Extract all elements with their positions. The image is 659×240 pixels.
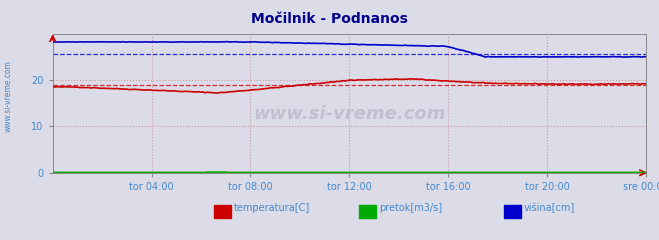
Text: višina[cm]: višina[cm] <box>524 202 575 213</box>
Text: www.si-vreme.com: www.si-vreme.com <box>3 60 13 132</box>
Text: pretok[m3/s]: pretok[m3/s] <box>379 203 442 213</box>
Text: temperatura[C]: temperatura[C] <box>234 203 310 213</box>
Text: Močilnik - Podnanos: Močilnik - Podnanos <box>251 12 408 26</box>
Text: www.si-vreme.com: www.si-vreme.com <box>253 105 445 123</box>
